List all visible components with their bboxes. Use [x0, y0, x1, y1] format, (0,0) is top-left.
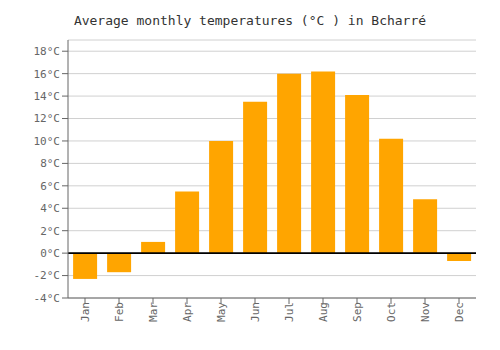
svg-text:Mar: Mar — [147, 302, 160, 322]
svg-text:Nov: Nov — [419, 302, 432, 322]
svg-text:16°C: 16°C — [34, 68, 61, 81]
svg-text:Jan: Jan — [79, 302, 92, 322]
svg-text:Dec: Dec — [453, 302, 466, 322]
svg-text:8°C: 8°C — [40, 157, 60, 170]
svg-text:6°C: 6°C — [40, 180, 60, 193]
svg-text:2°C: 2°C — [40, 225, 60, 238]
svg-text:May: May — [215, 302, 228, 322]
svg-text:Sep: Sep — [351, 302, 364, 322]
svg-text:4°C: 4°C — [40, 202, 60, 215]
svg-text:0°C: 0°C — [40, 247, 60, 260]
svg-text:-2°C: -2°C — [34, 269, 61, 282]
svg-text:-4°C: -4°C — [34, 292, 61, 305]
svg-text:Aug: Aug — [317, 302, 330, 322]
svg-text:Feb: Feb — [113, 302, 126, 322]
html-text:Average monthly temperatures (: Average monthly temperatures (°C ) in Bc… — [73, 13, 427, 28]
svg-text:Apr: Apr — [181, 302, 194, 322]
svg-text:Jul: Jul — [283, 302, 296, 322]
svg-text:Jun: Jun — [249, 302, 262, 322]
svg-text:Oct: Oct — [385, 302, 398, 322]
svg-text:12°C: 12°C — [34, 112, 61, 125]
svg-text:14°C: 14°C — [34, 90, 61, 103]
svg-text:10°C: 10°C — [34, 135, 61, 148]
svg-text:18°C: 18°C — [34, 45, 61, 58]
